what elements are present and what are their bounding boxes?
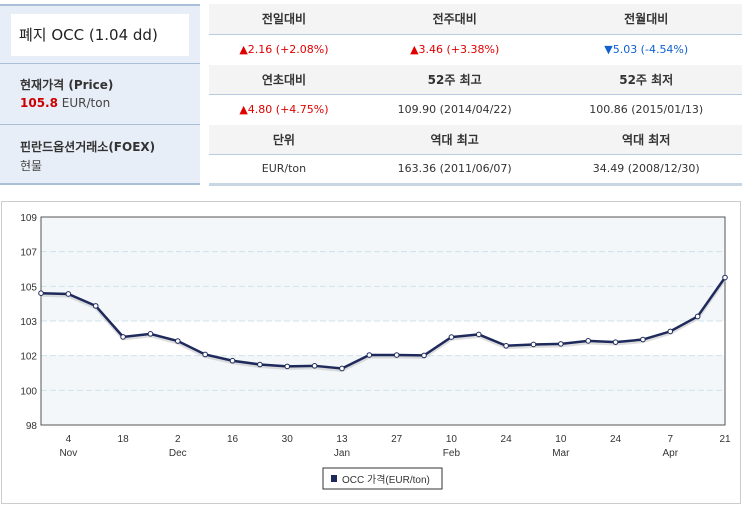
plot-frame bbox=[40, 216, 726, 426]
data-point bbox=[311, 363, 318, 369]
x-tick-day: 24 bbox=[610, 434, 622, 445]
data-point bbox=[92, 303, 99, 309]
legend-label: OCC 가격(EUR/ton) bbox=[342, 473, 430, 486]
stat-value: 163.36 (2011/06/07) bbox=[358, 154, 551, 186]
data-point bbox=[475, 331, 482, 338]
data-point bbox=[558, 341, 564, 347]
stat-value: ▼5.03 (-4.54%) bbox=[550, 34, 742, 65]
series-shadow bbox=[40, 278, 727, 372]
x-tick-month: Jan bbox=[334, 448, 350, 459]
x-tick-month: Mar bbox=[552, 448, 570, 459]
stat-value: EUR/ton bbox=[209, 154, 359, 186]
data-point bbox=[284, 363, 291, 370]
value-row: ▲4.80 (+4.75%) 109.90 (2014/04/22) 100.86 … bbox=[209, 94, 742, 125]
price-unit: EUR/ton bbox=[61, 96, 111, 110]
data-point bbox=[38, 290, 44, 297]
x-tick-day: 7 bbox=[667, 434, 673, 445]
data-point bbox=[257, 361, 263, 368]
x-tick-day: 10 bbox=[446, 434, 458, 445]
value-row: EUR/ton 163.36 (2011/06/07) 34.49 (2008/12… bbox=[209, 154, 742, 186]
data-point bbox=[147, 331, 154, 337]
data-point bbox=[667, 328, 674, 335]
data-point bbox=[585, 338, 592, 344]
x-tick-month: Dec bbox=[169, 448, 187, 459]
x-tick-day: 16 bbox=[227, 434, 239, 445]
product-title: 폐지 OCC (1.04 dd) bbox=[11, 14, 189, 56]
stat-header: 전주대비 bbox=[358, 4, 551, 35]
stat-value: 100.86 (2015/01/13) bbox=[550, 94, 742, 125]
data-point bbox=[503, 342, 509, 349]
stat-header: 연초대비 bbox=[209, 64, 359, 95]
y-tick-label: 107 bbox=[20, 248, 37, 259]
y-tick-label: 105 bbox=[20, 282, 37, 293]
x-tick-day: 30 bbox=[282, 434, 294, 445]
data-point bbox=[393, 352, 400, 358]
data-point bbox=[120, 334, 126, 340]
x-tick-day: 21 bbox=[719, 434, 731, 445]
x-tick-month: Apr bbox=[662, 448, 678, 459]
x-tick-month: Feb bbox=[443, 448, 461, 459]
stat-header: 52주 최저 bbox=[550, 64, 742, 95]
header-row: 단위 역대 최고 역대 최저 bbox=[209, 124, 742, 155]
legend-box bbox=[322, 467, 443, 490]
y-tick-label: 100 bbox=[20, 386, 37, 397]
stat-header: 전일대비 bbox=[209, 4, 359, 35]
stat-header: 52주 최고 bbox=[358, 64, 551, 95]
data-point bbox=[530, 341, 537, 348]
x-tick-day: 4 bbox=[66, 434, 72, 445]
data-point bbox=[366, 352, 373, 358]
x-tick-day: 18 bbox=[118, 434, 130, 445]
y-tick-label: 103 bbox=[20, 317, 37, 328]
stats-table: 전일대비 전주대비 전월대비 ▲2.16 (+2.08%) ▲3.46 (+3.38%)… bbox=[209, 4, 742, 186]
data-point bbox=[448, 334, 455, 340]
stat-value: ▲2.16 (+2.08%) bbox=[209, 34, 359, 65]
data-point bbox=[722, 274, 728, 281]
price-value: 105.8 bbox=[20, 96, 58, 110]
price-chart: 98 100 102 103 105 107 109 4 Nov 18 2 Dec 16 30 13 Jan 2… bbox=[1, 201, 741, 504]
data-point bbox=[202, 351, 208, 358]
source-sub: 현물 bbox=[20, 159, 43, 173]
header-row: 연초대비 52주 최고 52주 최저 bbox=[209, 64, 742, 95]
x-tick-month: Nov bbox=[59, 448, 77, 459]
stat-header: 전월대비 bbox=[550, 4, 742, 35]
y-tick-label: 109 bbox=[20, 213, 37, 224]
divider bbox=[0, 63, 200, 64]
stat-header: 단위 bbox=[209, 124, 359, 155]
data-point bbox=[612, 339, 619, 345]
divider bbox=[0, 124, 200, 125]
grid-band bbox=[41, 286, 725, 321]
data-point bbox=[339, 365, 345, 372]
stat-value: 109.90 (2014/04/22) bbox=[358, 94, 551, 125]
stat-header: 역대 최고 bbox=[358, 124, 551, 155]
stat-value: ▲4.80 (+4.75%) bbox=[209, 94, 359, 125]
x-tick-day: 10 bbox=[555, 434, 567, 445]
series-line bbox=[40, 276, 727, 370]
y-tick-label: 98 bbox=[26, 421, 38, 432]
price-line: 105.8 EUR/ton bbox=[20, 96, 110, 110]
x-tick-day: 24 bbox=[501, 434, 513, 445]
legend-swatch bbox=[331, 475, 337, 482]
x-tick-day: 13 bbox=[336, 434, 348, 445]
data-point bbox=[229, 357, 236, 364]
x-tick-day: 2 bbox=[175, 434, 181, 445]
data-point bbox=[640, 336, 646, 343]
y-tick-label: 102 bbox=[20, 352, 37, 363]
stat-header: 역대 최저 bbox=[550, 124, 742, 155]
stat-value: ▲3.46 (+3.38%) bbox=[358, 34, 551, 65]
data-point bbox=[421, 352, 427, 359]
stat-value: 34.49 (2008/12/30) bbox=[550, 154, 742, 186]
info-panel: 폐지 OCC (1.04 dd) 현재가격 (Price) 105.8 EUR/… bbox=[0, 4, 200, 185]
header-row: 전일대비 전주대비 전월대비 bbox=[209, 4, 742, 35]
data-point bbox=[65, 291, 72, 297]
data-point bbox=[694, 313, 701, 320]
value-row: ▲2.16 (+2.08%) ▲3.46 (+3.38%) ▼5.03 (-4.54… bbox=[209, 34, 742, 65]
source-label: 핀란드옵션거래소(FOEX) bbox=[20, 140, 156, 154]
price-label: 현재가격 (Price) bbox=[20, 78, 114, 92]
x-tick-day: 27 bbox=[391, 434, 403, 445]
data-point bbox=[175, 338, 181, 344]
